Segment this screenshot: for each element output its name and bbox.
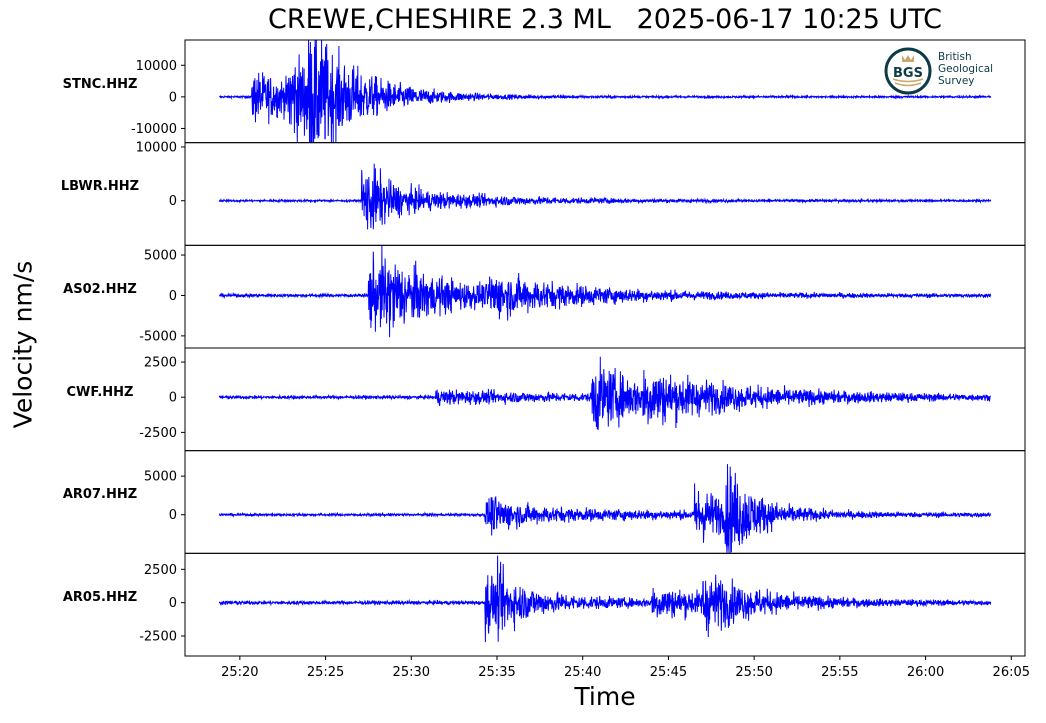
y-tick-label: 0 [169, 391, 177, 406]
y-tick-label: 2500 [144, 356, 177, 371]
y-tick-label: -5000 [139, 329, 177, 344]
waveform-trace [218, 356, 991, 430]
x-tick-label: 25:35 [478, 665, 515, 680]
panel-frame [184, 552, 1026, 657]
logo-line-3: Survey [938, 75, 975, 87]
y-tick-label: -10000 [131, 122, 177, 137]
y-tick-label: 0 [169, 508, 177, 523]
x-tick-label: 25:30 [393, 665, 430, 680]
x-tick-label: 25:25 [307, 665, 344, 680]
y-tick-label: 0 [169, 90, 177, 105]
y-tick-label: 10000 [136, 59, 177, 74]
station-label-stnc: STNC.HHZ [62, 77, 138, 92]
station-label-cwf: CWF.HHZ [66, 385, 134, 400]
y-tick-label: 0 [169, 596, 177, 611]
waveform-trace [218, 555, 992, 643]
y-tick-label: -2500 [139, 426, 177, 441]
waveform-trace [218, 245, 992, 338]
station-label-as02: AS02.HHZ [63, 282, 137, 297]
x-tick-label: 25:55 [821, 665, 858, 680]
chart-title: CREWE,CHESHIRE 2.3 ML 2025-06-17 10:25 U… [267, 4, 943, 35]
logo-initials: BGS [893, 66, 923, 81]
y-tick-label: 5000 [144, 249, 177, 264]
y-tick-label: 2500 [144, 563, 177, 578]
x-tick-label: 26:05 [993, 665, 1030, 680]
station-label-ar05: AR05.HHZ [62, 590, 138, 605]
y-tick-label: -2500 [139, 630, 177, 645]
panel-frame [184, 450, 1026, 554]
y-tick-label: 5000 [144, 470, 177, 485]
station-label-lbwr: LBWR.HHZ [60, 179, 140, 194]
waveform-trace [218, 464, 991, 553]
panel-frame [184, 142, 1026, 246]
x-tick-label: 25:20 [221, 665, 258, 680]
x-axis-label: Time [574, 682, 636, 711]
x-tick-label: 26:00 [907, 665, 944, 680]
logo-text: British Geological Survey [938, 51, 993, 87]
y-tick-label: 0 [169, 194, 177, 209]
y-tick-label: 10000 [136, 140, 177, 155]
logo-line-2: Geological [938, 63, 994, 75]
waveform-trace [219, 40, 992, 143]
logo-line-1: British [938, 51, 972, 63]
x-tick-label: 25:50 [735, 665, 772, 680]
waveform-trace [218, 163, 992, 230]
bgs-logo-icon: BGS [884, 47, 932, 95]
y-tick-label: 0 [169, 289, 177, 304]
station-label-ar07: AR07.HHZ [62, 487, 138, 502]
x-tick-label: 25:45 [650, 665, 687, 680]
x-tick-label: 25:40 [564, 665, 601, 680]
